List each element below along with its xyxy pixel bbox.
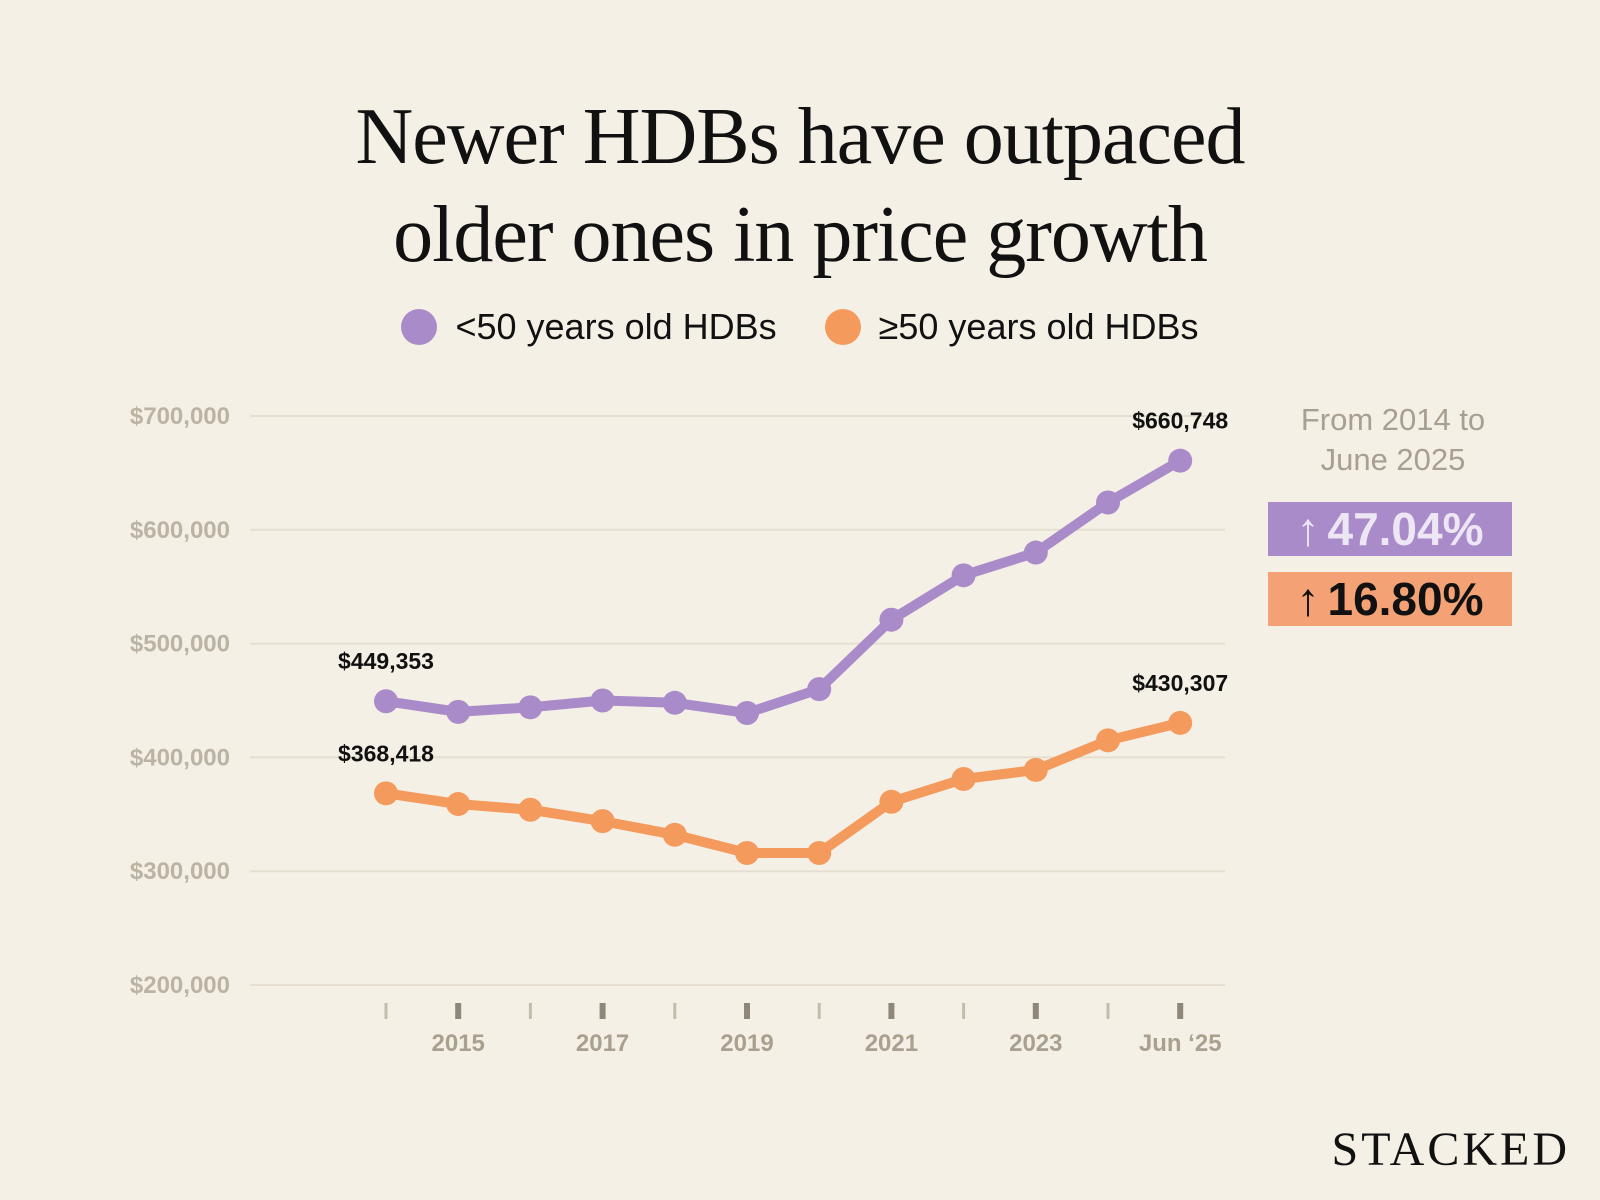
legend-label-over-50: ≥50 years old HDBs	[878, 306, 1199, 347]
data-point	[951, 563, 976, 588]
x-tick-label: 2023	[1009, 1030, 1062, 1057]
data-label: $660,748	[1132, 408, 1228, 434]
legend-swatch-over-50	[824, 309, 861, 345]
y-tick-label: $400,000	[130, 744, 230, 771]
series-line	[381, 455, 1186, 719]
x-tick-label: Jun ‘25	[1139, 1030, 1222, 1057]
legend: <50 years old HDBs ≥50 years old HDBs	[0, 306, 1600, 348]
data-point	[1168, 448, 1193, 473]
legend-item-over-50: ≥50 years old HDBs	[824, 306, 1199, 348]
data-point	[735, 701, 759, 726]
growth-badge-over-50: ↑ 16.80%	[1268, 572, 1512, 626]
data-point	[518, 695, 543, 720]
title-line-2: older ones in price growth	[393, 191, 1208, 279]
data-point	[446, 699, 471, 724]
data-point	[1023, 757, 1048, 782]
arrow-up-icon: ↑	[1296, 503, 1320, 555]
data-label: $430,307	[1132, 670, 1228, 696]
brand-logo: STACKED	[1331, 1123, 1570, 1176]
y-tick-label: $200,000	[130, 972, 230, 999]
y-tick-label: $600,000	[130, 517, 230, 544]
y-tick-label: $500,000	[130, 631, 230, 658]
data-point	[879, 789, 904, 814]
data-point	[1096, 490, 1120, 515]
data-point	[518, 797, 543, 822]
data-point	[951, 767, 976, 792]
data-point	[662, 822, 687, 847]
data-point	[374, 689, 398, 714]
x-tick-label: 2021	[865, 1030, 918, 1057]
growth-badge-under-50: ↑ 47.04%	[1268, 502, 1512, 556]
x-tick-label: 2015	[432, 1030, 485, 1057]
y-tick-label: $300,000	[130, 858, 230, 885]
series-line	[381, 717, 1186, 858]
data-point	[879, 607, 904, 632]
x-tick-label: 2017	[576, 1030, 629, 1057]
title-line-1: Newer HDBs have outpaced	[355, 93, 1245, 181]
data-point	[1096, 728, 1120, 753]
data-point	[374, 781, 398, 806]
data-point	[662, 690, 687, 715]
legend-label-under-50: <50 years old HDBs	[455, 306, 777, 347]
y-tick-label: $700,000	[130, 403, 230, 430]
legend-item-under-50: <50 years old HDBs	[401, 306, 777, 348]
data-label: $368,418	[338, 740, 434, 766]
legend-swatch-under-50	[401, 309, 438, 345]
data-label: $449,353	[338, 648, 434, 674]
growth-value-under-50: 47.04%	[1327, 503, 1484, 555]
data-point	[590, 688, 615, 713]
data-point	[735, 840, 759, 865]
growth-value-over-50: 16.80%	[1327, 573, 1484, 625]
period-note-line-2: June 2025	[1320, 442, 1466, 477]
data-point	[1168, 710, 1193, 735]
data-point	[590, 809, 615, 834]
data-point	[446, 792, 471, 817]
arrow-up-icon: ↑	[1296, 573, 1320, 625]
data-point	[807, 677, 832, 702]
chart-title: Newer HDBs have outpaced older ones in p…	[0, 88, 1600, 284]
period-note-line-1: From 2014 to	[1300, 402, 1486, 437]
data-point	[1023, 540, 1048, 565]
x-tick-label: 2019	[720, 1030, 773, 1057]
data-point	[807, 840, 832, 865]
period-note: From 2014 to June 2025	[1268, 400, 1518, 480]
